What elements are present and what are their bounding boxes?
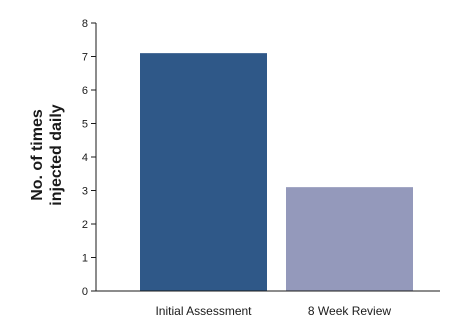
x-category-label: Initial Assessment	[155, 304, 252, 318]
y-tick-label: 1	[82, 253, 88, 265]
y-tick-label: 2	[82, 219, 88, 231]
y-tick-label: 8	[82, 18, 88, 30]
y-axis-title-line-2: injected daily	[48, 104, 65, 205]
bars-group	[140, 53, 413, 292]
bar	[140, 53, 267, 292]
y-tick-label: 0	[82, 286, 88, 298]
y-tick-label: 7	[82, 52, 88, 64]
bar	[286, 187, 413, 291]
y-tick-label: 6	[82, 85, 88, 97]
y-tick-label: 5	[82, 119, 88, 131]
y-axis-title-line-1: No. of times	[29, 109, 46, 201]
y-axis-title: No. of times injected daily	[29, 104, 65, 205]
x-category-label: 8 Week Review	[308, 304, 391, 318]
x-axis: Initial Assessment 8 Week Review	[96, 290, 440, 318]
y-tick-label: 4	[82, 152, 88, 164]
y-axis: 0 1 2 3 4 5 6 7 8	[82, 18, 97, 298]
y-tick-label: 3	[82, 186, 88, 198]
